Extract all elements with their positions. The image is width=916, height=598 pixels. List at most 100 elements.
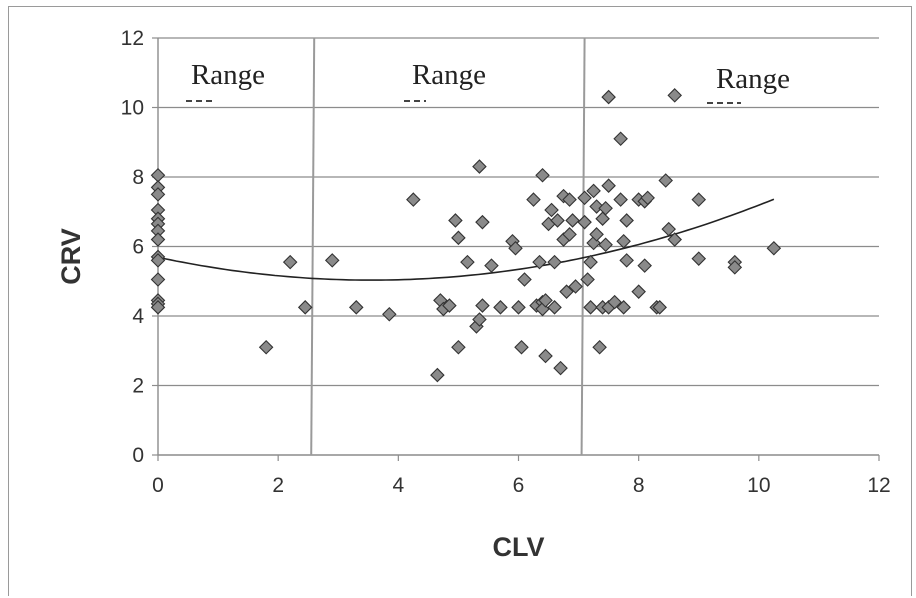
x-tick-label: 10 [747, 474, 770, 497]
x-tick-label: 0 [152, 474, 164, 497]
data-point [619, 213, 634, 228]
data-point [565, 213, 580, 228]
data-point [150, 232, 166, 247]
data-point [568, 279, 583, 294]
x-axis-label: CLV [493, 532, 545, 562]
trendline [157, 198, 775, 281]
data-point [691, 251, 707, 266]
data-point [661, 221, 676, 237]
data-point [484, 258, 499, 273]
data-point [282, 254, 298, 270]
data-point [652, 300, 667, 315]
data-point [583, 300, 598, 315]
y-tick-label: 2 [132, 375, 144, 398]
data-point [547, 254, 562, 270]
data-point [508, 240, 523, 256]
data-point [592, 339, 607, 355]
range-divider-line [580, 37, 586, 456]
data-point [631, 284, 646, 299]
tick-labels: 0 2 4 6 8 10 12 0 2 4 6 8 10 12 [121, 27, 891, 497]
data-point [667, 232, 682, 247]
data-point [550, 213, 565, 228]
data-point [613, 192, 628, 207]
x-tick-label: 8 [633, 474, 645, 497]
data-point [472, 159, 487, 174]
y-tick-label: 0 [132, 444, 144, 467]
data-point [475, 214, 490, 230]
range-label: Range [191, 59, 265, 91]
data-point [324, 253, 340, 268]
data-point [616, 234, 631, 249]
data-point [598, 237, 613, 253]
y-tick-label: 4 [132, 305, 144, 328]
data-point [544, 202, 559, 218]
data-point [601, 178, 616, 193]
x-tick-label: 2 [272, 474, 284, 497]
data-point [532, 254, 547, 270]
x-tick-label: 12 [867, 474, 890, 497]
data-point [577, 214, 592, 230]
data-point [553, 360, 568, 376]
range-label: Range [716, 63, 790, 95]
data-point [475, 298, 490, 313]
data-point [562, 227, 577, 242]
data-points [150, 88, 782, 383]
data-point [150, 187, 166, 202]
data-point [511, 300, 526, 315]
data-point [406, 192, 421, 207]
data-point [514, 339, 529, 355]
data-point [559, 284, 574, 299]
data-point [601, 89, 616, 105]
x-tick-label: 4 [392, 474, 404, 497]
data-point [589, 227, 604, 242]
data-point [598, 200, 613, 216]
data-point [535, 167, 550, 183]
data-point [150, 253, 166, 268]
data-point [460, 254, 475, 270]
data-point [640, 190, 655, 206]
data-point [583, 254, 598, 270]
data-point [493, 300, 508, 315]
data-point [766, 240, 782, 256]
data-point [297, 300, 313, 315]
x-tick-label: 6 [513, 474, 525, 497]
range-dividers [310, 37, 586, 456]
data-point [577, 190, 592, 206]
grid-lines [158, 37, 879, 387]
data-point [580, 272, 595, 287]
data-point [451, 230, 466, 246]
y-tick-label: 6 [132, 236, 144, 259]
data-point [150, 272, 166, 287]
data-point [727, 260, 743, 275]
trendline-curve [157, 198, 775, 281]
data-point [348, 300, 364, 315]
data-point [430, 367, 445, 383]
data-point [619, 253, 634, 268]
y-tick-label: 10 [121, 97, 144, 120]
data-point [526, 192, 541, 207]
chart-frame [8, 6, 912, 596]
data-point [547, 300, 562, 315]
data-point [472, 312, 487, 327]
data-point [258, 339, 274, 355]
data-point [607, 294, 622, 310]
data-point [691, 192, 707, 207]
data-point [538, 293, 553, 308]
data-point [382, 306, 397, 322]
y-tick-label: 8 [132, 166, 144, 189]
y-tick-label: 12 [121, 27, 144, 50]
range-label: Range [412, 59, 486, 91]
y-axis-label: CRV [56, 228, 86, 285]
data-point [637, 258, 652, 273]
range-divider-line [310, 37, 316, 456]
data-point [538, 348, 553, 364]
range-labels: Range Range Range [186, 59, 790, 104]
data-point [616, 300, 631, 315]
data-point [442, 298, 457, 313]
data-point [613, 131, 628, 147]
data-point [451, 339, 466, 355]
data-point [150, 167, 166, 183]
data-point [658, 173, 673, 188]
data-point [595, 211, 610, 226]
